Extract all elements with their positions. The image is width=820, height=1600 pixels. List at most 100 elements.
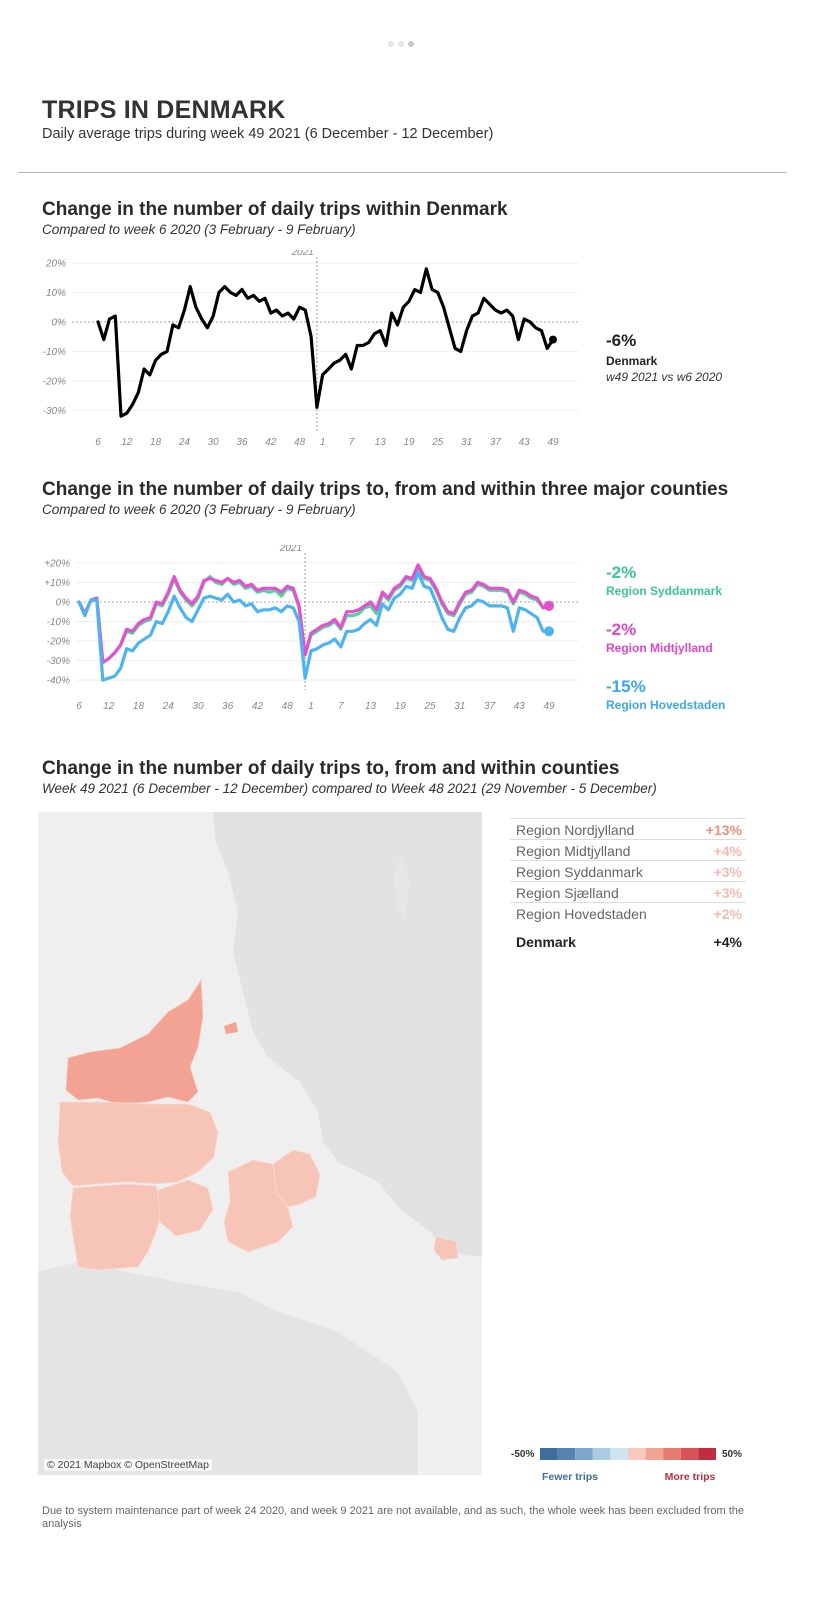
map-region-syddanmark[interactable]: [69, 1183, 164, 1271]
region-table: Region Nordjylland +13% Region Midtjyllan…: [510, 818, 746, 951]
series-end-point: [544, 626, 554, 637]
legend-swatch: [557, 1448, 576, 1460]
x-tick-label: 30: [192, 701, 204, 712]
x-tick-label: 36: [236, 437, 248, 448]
map-region-hovedstaden-bornholm: [434, 1237, 458, 1260]
x-tick-label: 18: [150, 437, 162, 448]
y-tick-label: -20%: [47, 637, 70, 648]
legend-max-label: 50%: [722, 1449, 742, 1460]
x-tick-label: 7: [349, 437, 355, 448]
region-name: Region Sjælland: [516, 885, 619, 901]
x-tick-label: 42: [265, 437, 277, 448]
y-tick-label: -30%: [47, 656, 70, 667]
x-tick-label: 37: [490, 437, 502, 448]
chart1-subtitle: Compared to week 6 2020 (3 February - 9 …: [42, 222, 356, 237]
chart2-title: Change in the number of daily trips to, …: [42, 479, 729, 500]
region-value: +13%: [705, 822, 742, 838]
chart2-callout-syddanmark-label: Region Syddanmark: [606, 584, 723, 598]
chart2-svg[interactable]: +20% +10% 0% -10% -20% -30% -40% 2021 6 12 18 24 30 3…: [0, 545, 600, 720]
series-line-denmark: [96, 267, 555, 418]
year-label: 2021: [279, 545, 302, 554]
map-region-nordjylland-island: [224, 1022, 238, 1034]
region-name: Region Nordjylland: [516, 822, 635, 838]
chart1-callout-label: Denmark: [606, 354, 658, 368]
x-tick-label: 1: [320, 437, 326, 448]
chart2-callout-midtjylland-label: Region Midtjylland: [606, 641, 713, 655]
x-tick-label: 43: [514, 701, 526, 712]
table-row[interactable]: Region Syddanmark +3%: [510, 860, 746, 881]
region-map[interactable]: [38, 812, 482, 1475]
x-tick-label: 30: [208, 437, 220, 448]
x-tick-label: 36: [222, 701, 234, 712]
region-value: +3%: [713, 885, 742, 901]
x-tick-label: 49: [543, 701, 555, 712]
x-tick-label: 6: [95, 437, 101, 448]
y-tick-label: -10%: [43, 347, 66, 358]
series-end-point: [549, 335, 557, 344]
x-tick-label: 48: [294, 437, 306, 448]
table-row[interactable]: Region Sjælland +3%: [510, 881, 746, 902]
legend-swatch: [680, 1448, 699, 1460]
map-region-sjaelland[interactable]: [223, 1159, 294, 1253]
map-region-hovedstaden[interactable]: [272, 1149, 321, 1208]
x-tick-label: 37: [484, 701, 496, 712]
x-tick-label: 12: [103, 701, 115, 712]
series-line-region-syddanmark: [77, 565, 551, 665]
table-row[interactable]: Region Hovedstaden +2%: [510, 902, 746, 923]
series-line-region-midtjylland: [77, 563, 551, 665]
chart2-callout-syddanmark-value: -2%: [606, 563, 637, 582]
legend-swatch: [628, 1448, 646, 1460]
legend-swatch: [540, 1448, 558, 1460]
table-row[interactable]: Region Nordjylland +13%: [510, 818, 746, 839]
x-tick-label: 31: [454, 701, 465, 712]
chart2-callout-hovedstaden-label: Region Hovedstaden: [606, 698, 726, 712]
table-row[interactable]: Region Midtjylland +4%: [510, 839, 746, 860]
legend-swatch: [575, 1448, 593, 1460]
legend-min-label: -50%: [511, 1449, 534, 1460]
y-tick-label: -40%: [47, 676, 70, 687]
legend-swatch: [663, 1448, 681, 1460]
germany-poland-landmass: [38, 1262, 418, 1475]
total-value: +4%: [713, 934, 742, 950]
chart2-callout-midtjylland-value: -2%: [606, 620, 637, 639]
chart2-callout-hovedstaden-value: -15%: [606, 677, 646, 696]
x-tick-label: 31: [461, 437, 472, 448]
chart1-callout-value: -6%: [606, 331, 637, 350]
page-title: TRIPS IN DENMARK: [42, 96, 286, 124]
map-svg: [38, 812, 482, 1475]
x-tick-label: 43: [519, 437, 531, 448]
region-name: Region Hovedstaden: [516, 906, 647, 922]
chart1-svg[interactable]: 20% 10% 0% -10% -20% -30% 2021 6 12 18 24 30 36 42 48 1…: [0, 250, 600, 455]
sweden-landmass: [213, 812, 482, 1257]
y-tick-label: 0%: [56, 597, 71, 608]
map-credit[interactable]: © 2021 Mapbox © OpenStreetMap: [44, 1459, 212, 1471]
map-region-midtjylland[interactable]: [57, 1101, 219, 1187]
x-tick-label: 19: [403, 437, 415, 448]
footnote: Due to system maintenance part of week 2…: [42, 1505, 744, 1530]
table-total-row: Denmark +4%: [510, 927, 746, 951]
y-tick-label: 10%: [46, 288, 66, 299]
legend-more-label: More trips: [665, 1471, 716, 1483]
map-region-nordjylland[interactable]: [65, 978, 204, 1105]
y-tick-label: +20%: [44, 558, 70, 569]
x-tick-label: 12: [121, 437, 133, 448]
page-subtitle: Daily average trips during week 49 2021 …: [42, 126, 494, 142]
legend-swatch: [610, 1448, 628, 1460]
island-landmass: [393, 852, 410, 922]
legend-swatch: [698, 1448, 716, 1460]
x-tick-label: 25: [431, 437, 444, 448]
x-tick-label: 25: [423, 701, 436, 712]
page-indicator[interactable]: [388, 34, 418, 52]
chart2-subtitle: Compared to week 6 2020 (3 February - 9 …: [42, 502, 356, 517]
y-tick-label: -20%: [43, 376, 66, 387]
divider: [18, 172, 787, 173]
x-tick-label: 18: [133, 701, 145, 712]
y-tick-label: -30%: [43, 406, 66, 417]
y-tick-label: +10%: [44, 578, 70, 589]
x-tick-label: 13: [365, 701, 377, 712]
legend-swatch: [592, 1448, 611, 1460]
x-tick-label: 19: [395, 701, 407, 712]
chart1-title: Change in the number of daily trips with…: [42, 199, 508, 220]
x-tick-label: 42: [252, 701, 264, 712]
y-tick-label: 0%: [52, 317, 67, 328]
